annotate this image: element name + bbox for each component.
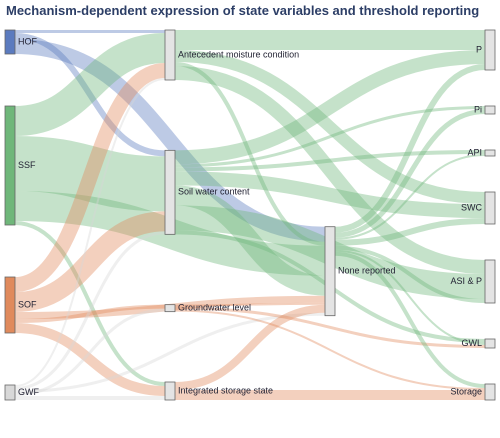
link <box>14 304 166 323</box>
link <box>334 109 486 238</box>
chart-title: Mechanism-dependent expression of state … <box>6 3 479 18</box>
node <box>484 259 496 304</box>
link <box>174 150 486 172</box>
link <box>14 308 166 396</box>
node-label: SOF <box>18 299 37 309</box>
node <box>4 384 16 401</box>
link <box>334 218 486 246</box>
node <box>164 149 176 235</box>
link <box>334 154 486 240</box>
link <box>334 64 486 233</box>
link <box>174 50 486 165</box>
node-label: ASI & P <box>450 276 482 286</box>
link <box>14 39 326 242</box>
node-label: Antecedent moisture condition <box>178 49 299 59</box>
links <box>14 29 486 401</box>
nodes: HOF SSF SOF GWF Antecedent moisture conditio… <box>4 29 496 401</box>
link <box>174 306 486 348</box>
link <box>14 312 326 393</box>
node-label: None reported <box>338 266 396 276</box>
link <box>174 302 326 307</box>
node <box>164 304 176 313</box>
node <box>4 105 16 226</box>
link <box>174 106 486 168</box>
node <box>164 381 176 401</box>
node-label: GWF <box>18 387 39 397</box>
node-label: HOF <box>18 36 38 46</box>
link <box>334 245 486 303</box>
link <box>14 231 166 390</box>
link <box>14 78 166 387</box>
node-label: Pi <box>474 104 482 114</box>
node-label: Soil water content <box>178 187 250 197</box>
node <box>164 29 176 81</box>
node <box>484 105 496 115</box>
link <box>334 251 486 388</box>
node <box>484 338 496 349</box>
link <box>14 136 166 212</box>
node <box>484 191 496 225</box>
link <box>334 249 486 345</box>
link <box>174 171 486 218</box>
node-label: GWL <box>461 338 482 348</box>
node-label: SWC <box>461 202 482 212</box>
link <box>14 211 166 312</box>
link <box>174 309 486 390</box>
link <box>14 33 166 157</box>
node <box>484 29 496 71</box>
link <box>14 221 166 386</box>
node-label: P <box>476 44 482 54</box>
link <box>14 33 166 136</box>
link <box>174 185 326 296</box>
link <box>174 66 486 274</box>
node <box>484 383 496 401</box>
node-label: Integrated storage state <box>178 385 273 395</box>
node <box>324 226 336 317</box>
node-label: API <box>467 147 482 157</box>
link <box>174 62 326 246</box>
node-label: Groundwater level <box>178 303 251 313</box>
link <box>14 323 166 396</box>
node <box>4 276 16 334</box>
node <box>484 149 496 157</box>
node-label: SSF <box>18 160 36 170</box>
link <box>174 304 326 390</box>
link <box>14 63 166 292</box>
link <box>174 50 486 204</box>
node <box>4 29 16 55</box>
node-label: Storage <box>450 386 482 396</box>
